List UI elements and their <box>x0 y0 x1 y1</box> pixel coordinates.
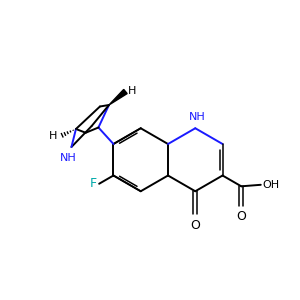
Text: H: H <box>49 131 57 142</box>
Text: O: O <box>236 210 246 223</box>
Polygon shape <box>109 89 127 105</box>
Text: OH: OH <box>262 180 279 190</box>
Text: O: O <box>190 219 200 232</box>
Text: NH: NH <box>188 112 205 122</box>
Text: H: H <box>128 85 136 96</box>
Text: NH: NH <box>60 153 77 163</box>
Text: F: F <box>90 177 97 190</box>
